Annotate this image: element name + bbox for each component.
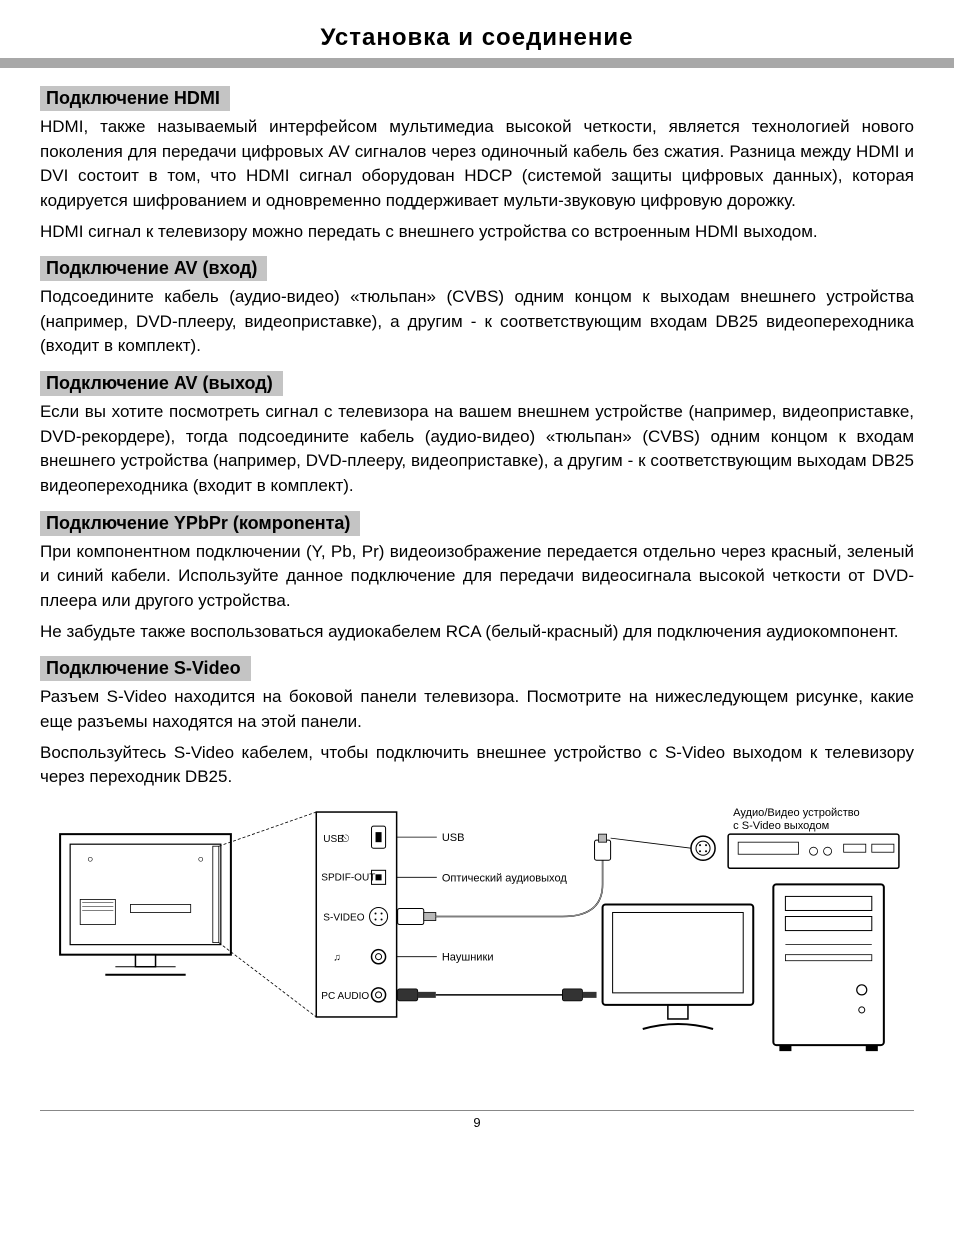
section: Подключение HDMI HDMI, также называемый и… <box>40 86 914 244</box>
connection-diagram: USB ⎋ SPDIF-OUT S-VIDEO ♫ PC AUDIO USB О… <box>40 804 914 1070</box>
panel-spdif-label: SPDIF-OUT <box>321 872 375 883</box>
body-paragraph: Разъем S-Video находится на боковой пане… <box>40 685 914 734</box>
section: Подключение YPbPr (комponента) При компон… <box>40 511 914 645</box>
monitor-icon <box>603 904 754 1029</box>
side-label-optical: Оптический аудиовыход <box>442 872 568 884</box>
side-panel: USB ⎋ SPDIF-OUT S-VIDEO ♫ PC AUDIO <box>316 812 396 1017</box>
panel-pcaudio-label: PC AUDIO <box>321 991 369 1002</box>
side-label-usb: USB <box>442 832 465 844</box>
panel-svideo-label: S-VIDEO <box>323 912 364 923</box>
side-label-headphones: Наушники <box>442 952 494 964</box>
body-paragraph: Воспользуйтесь S-Video кабелем, чтобы по… <box>40 741 914 790</box>
section: Подключение AV (выход) Если вы хотите пос… <box>40 371 914 499</box>
section-heading: Подключение AV (выход) <box>40 371 283 396</box>
pc-tower-icon <box>773 884 884 1051</box>
body-paragraph: Если вы хотите посмотреть сигнал с телев… <box>40 400 914 499</box>
body-paragraph: HDMI, также называемый интерфейсом мульт… <box>40 115 914 214</box>
page-title: Установка и соединение <box>40 24 914 52</box>
body-paragraph: Подсоедините кабель (аудио-видео) «тюльп… <box>40 285 914 359</box>
section: Подключение S-Video Разъем S-Video находи… <box>40 656 914 790</box>
body-paragraph: Не забудьте также воспользоваться аудиок… <box>40 620 914 645</box>
section-heading: Подключение YPbPr (комponента) <box>40 511 360 536</box>
body-paragraph: При компонентном подключении (Y, Pb, Pr)… <box>40 540 914 614</box>
section-heading: Подключение AV (вход) <box>40 256 267 281</box>
page-number: 9 <box>40 1110 914 1130</box>
panel-headphone-icon: ♫ <box>333 953 341 964</box>
av-device: Аудио/Видео устройство с S-Video выходом <box>611 807 899 868</box>
title-divider <box>0 58 954 68</box>
tv-rear-icon <box>60 834 231 975</box>
svg-text:⎋: ⎋ <box>341 834 349 845</box>
body-paragraph: HDMI сигнал к телевизору можно передать … <box>40 220 914 245</box>
section-heading: Подключение S-Video <box>40 656 251 681</box>
section: Подключение AV (вход) Подсоедините кабель… <box>40 256 914 359</box>
av-device-caption-1: Аудио/Видео устройство <box>733 807 859 819</box>
audio-cable <box>398 989 597 1001</box>
av-device-caption-2: с S-Video выходом <box>733 820 829 832</box>
section-heading: Подключение HDMI <box>40 86 230 111</box>
